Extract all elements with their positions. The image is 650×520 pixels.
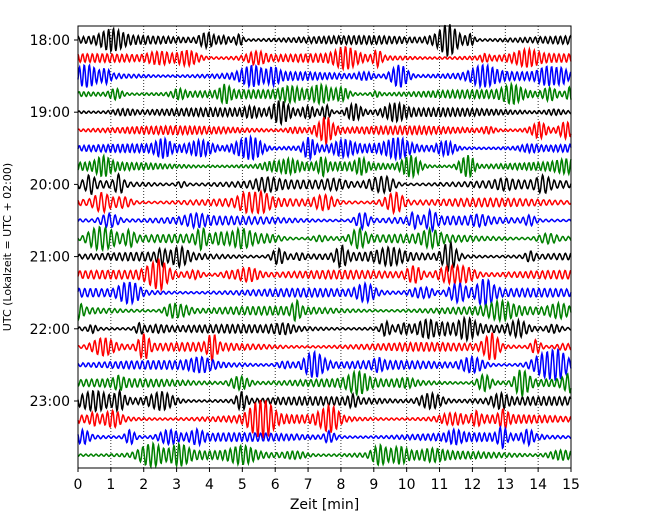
trace-line xyxy=(77,133,572,162)
trace-line xyxy=(77,347,572,382)
x-tick-label: 2 xyxy=(139,477,148,493)
x-tick-label: 0 xyxy=(74,477,83,493)
x-axis-label: Zeit [min] xyxy=(290,497,359,513)
x-tick-label: 1 xyxy=(106,477,115,493)
trace-line xyxy=(77,240,572,272)
y-tick-label: 18:00 xyxy=(30,33,70,49)
trace-line xyxy=(77,45,572,72)
trace-line xyxy=(77,399,572,439)
trace-line xyxy=(77,332,572,362)
x-tick-label: 5 xyxy=(238,477,247,493)
y-tick-label: 19:00 xyxy=(30,105,70,121)
x-tick-label: 15 xyxy=(562,477,580,493)
y-tick-label: 20:00 xyxy=(30,177,70,193)
x-tick-label: 3 xyxy=(172,477,181,493)
trace-line xyxy=(77,207,572,234)
trace-line xyxy=(77,369,572,398)
trace-line xyxy=(77,315,572,344)
x-tick-label: 8 xyxy=(336,477,345,493)
x-tick-label: 10 xyxy=(398,477,416,493)
x-ticks: 0 1 2 3 4 5 6 7 8 9 10 11 12 13 14 15 xyxy=(74,468,580,493)
x-tick-label: 14 xyxy=(529,477,547,493)
traces xyxy=(77,24,572,470)
y-tick-label: 22:00 xyxy=(30,322,70,338)
trace-line xyxy=(77,225,572,253)
trace-line xyxy=(77,188,572,216)
x-tick-label: 13 xyxy=(496,477,514,493)
x-tick-label: 7 xyxy=(304,477,313,493)
x-tick-label: 6 xyxy=(271,477,280,493)
trace-line xyxy=(77,117,572,145)
x-tick-label: 12 xyxy=(463,477,481,493)
trace-line xyxy=(77,441,572,470)
x-tick-label: 11 xyxy=(431,477,449,493)
trace-line xyxy=(77,424,572,450)
trace-line xyxy=(77,388,572,414)
x-tick-label: 4 xyxy=(205,477,214,493)
trace-line xyxy=(77,62,572,90)
trace-line xyxy=(77,81,572,107)
y-tick-label: 23:00 xyxy=(30,394,70,410)
y-axis-label: UTC (Lokalzeit = UTC + 02:00) xyxy=(1,163,14,331)
trace-line xyxy=(77,298,572,324)
trace-line xyxy=(77,24,572,59)
trace-line xyxy=(77,278,572,308)
y-ticks: 18:00 19:00 20:00 21:00 22:00 23:00 xyxy=(30,33,78,410)
trace-line xyxy=(77,153,572,180)
x-tick-label: 9 xyxy=(369,477,378,493)
trace-line xyxy=(77,258,572,293)
plot-frame xyxy=(77,25,572,469)
trace-line xyxy=(77,172,572,196)
y-tick-label: 21:00 xyxy=(30,250,70,266)
